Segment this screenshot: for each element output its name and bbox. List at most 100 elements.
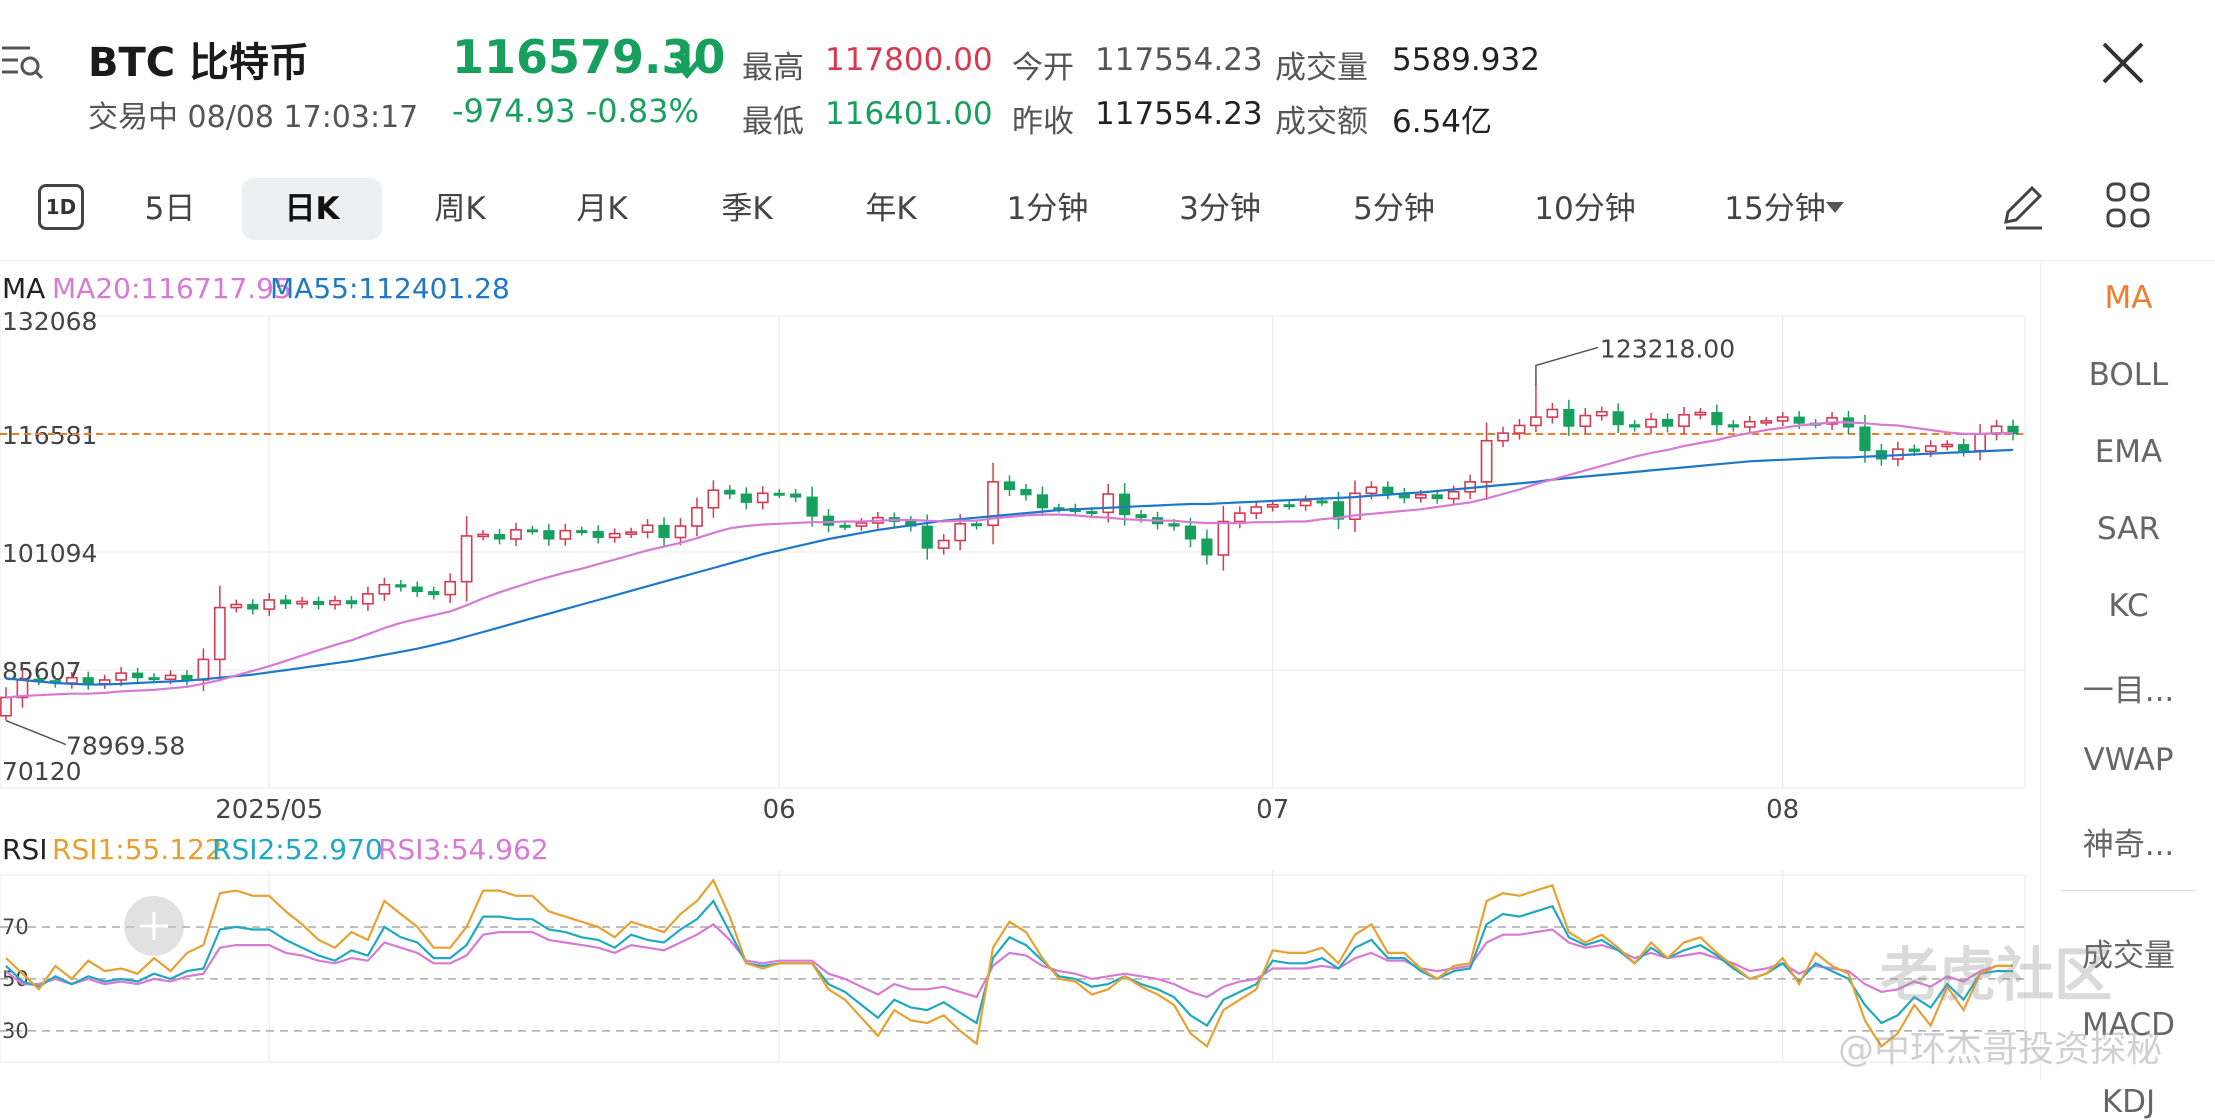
candle-body xyxy=(790,493,802,498)
candle-body xyxy=(1595,410,1608,417)
rsi-tick-label: 30 xyxy=(2,1019,29,1043)
candle-body xyxy=(378,583,391,595)
candle-body xyxy=(707,489,720,509)
candle-body xyxy=(1250,506,1263,514)
tab-5min[interactable]: 5分钟 xyxy=(1353,191,1435,227)
tab-weekly-k[interactable]: 周K xyxy=(434,191,486,227)
price-change: -974.93 -0.83% xyxy=(452,92,699,130)
candle-body xyxy=(1694,411,1707,416)
tab-yearly-k[interactable]: 年K xyxy=(865,191,917,227)
candle-body xyxy=(937,539,950,549)
grid-layout-icon[interactable] xyxy=(2106,182,2150,230)
candle-body xyxy=(1826,417,1838,425)
pencil-draw-icon[interactable] xyxy=(1998,182,2046,232)
tab-quarterly-k[interactable]: 季K xyxy=(721,191,773,227)
candle-body xyxy=(296,600,309,605)
stat-label-volume: 成交量 xyxy=(1275,50,1368,86)
candle-body xyxy=(510,529,522,540)
candle-body xyxy=(608,532,621,539)
tab-1min[interactable]: 1分钟 xyxy=(1006,191,1089,227)
candle-body xyxy=(576,530,588,534)
indicator-ma[interactable]: MA xyxy=(2104,280,2153,316)
candle-body xyxy=(1349,492,1361,520)
stat-label-high: 最高 xyxy=(742,50,804,86)
rsi-plot-frame xyxy=(0,874,2026,1063)
candle-body xyxy=(658,524,670,538)
low-marker-line xyxy=(5,719,67,746)
candle-body xyxy=(148,677,160,681)
watermark-author: @中环杰哥投资探秘 xyxy=(1838,1029,2163,1070)
candle-body xyxy=(1678,414,1690,428)
candle-body xyxy=(1365,486,1378,495)
ma55-legend: MA55:112401.28 xyxy=(270,272,510,305)
candle-body xyxy=(1283,504,1295,508)
candle-body xyxy=(773,492,785,496)
candle-body xyxy=(312,600,325,606)
candle-body xyxy=(740,493,752,503)
y-tick-label: 132068 xyxy=(2,307,97,336)
stat-label-turnover: 成交额 xyxy=(1275,104,1368,140)
x-tick-label: 06 xyxy=(763,795,796,825)
candle-body xyxy=(444,580,457,596)
indicator-boll[interactable]: BOLL xyxy=(2088,357,2169,393)
candle-body xyxy=(213,606,226,661)
y-tick-label: 101094 xyxy=(2,539,97,568)
candle-body xyxy=(395,584,407,588)
rsi-tick-label: 70 xyxy=(2,915,29,939)
candle-body xyxy=(526,529,539,533)
candle-body xyxy=(115,672,128,681)
tab-5day[interactable]: 5日 xyxy=(144,191,196,227)
stat-value-high: 117800.00 xyxy=(825,42,993,78)
candle-body xyxy=(592,530,604,538)
indicator-sar[interactable]: SAR xyxy=(2097,511,2160,547)
candle-body xyxy=(1480,439,1493,483)
indicator-ema[interactable]: EMA xyxy=(2094,434,2163,470)
symbol-name: BTC 比特币 xyxy=(88,40,310,86)
candle-body xyxy=(1513,424,1526,434)
y-tick-label: 116581 xyxy=(2,421,97,450)
candle-body xyxy=(0,696,12,717)
tab-monthly-k[interactable]: 月K xyxy=(576,191,628,227)
tab-10min[interactable]: 10分钟 xyxy=(1534,191,1636,227)
menu-search-icon[interactable] xyxy=(0,42,44,82)
candle-body xyxy=(806,496,818,517)
candle-body xyxy=(625,531,638,535)
candle-body xyxy=(1958,444,1970,452)
candle-body xyxy=(1563,408,1575,427)
candle-body xyxy=(543,530,555,540)
ma20-legend: MA20:116717.95 xyxy=(52,272,292,305)
ma20-line xyxy=(5,421,2013,699)
candle-body xyxy=(280,599,292,605)
indicator-kc[interactable]: KC xyxy=(2108,588,2149,624)
candle-body xyxy=(691,506,703,527)
indicator-macd[interactable]: MACD xyxy=(2082,1007,2175,1043)
tab-daily-k[interactable]: 日K xyxy=(242,178,382,240)
candle-body xyxy=(493,533,506,540)
candle-body xyxy=(1119,493,1131,516)
indicator-volume[interactable]: 成交量 xyxy=(2082,938,2175,974)
candle-body xyxy=(987,481,999,527)
indicator-divider xyxy=(2061,890,2196,891)
tab-15min[interactable]: 15分钟 xyxy=(1724,191,1826,227)
tab-3min[interactable]: 3分钟 xyxy=(1179,191,1261,227)
stat-label-open: 今开 xyxy=(1012,50,1074,86)
period-1d-icon[interactable]: 1D xyxy=(38,184,84,230)
candle-body xyxy=(329,599,341,606)
candle-body xyxy=(1530,416,1542,427)
candle-body xyxy=(822,515,835,526)
indicator-kdj[interactable]: KDJ xyxy=(2101,1084,2156,1120)
indicator-magic[interactable]: 神奇... xyxy=(2082,827,2175,863)
candle-body xyxy=(1020,488,1032,496)
indicator-ichimoku[interactable]: 一目... xyxy=(2082,673,2175,709)
rsi2-line xyxy=(5,899,2013,1028)
close-icon[interactable] xyxy=(2100,40,2146,86)
low-price-label: 78969.58 xyxy=(66,732,185,761)
candle-body xyxy=(1579,414,1592,428)
candle-body xyxy=(362,593,374,605)
stat-label-prev-close: 昨收 xyxy=(1012,104,1074,140)
candle-body xyxy=(1776,416,1789,422)
chevron-down-icon[interactable] xyxy=(1826,202,1844,214)
indicator-vwap[interactable]: VWAP xyxy=(2083,742,2174,778)
quote-header: BTC 比特币 交易中 08/08 17:03:17 116579.30 -97… xyxy=(0,0,2215,160)
